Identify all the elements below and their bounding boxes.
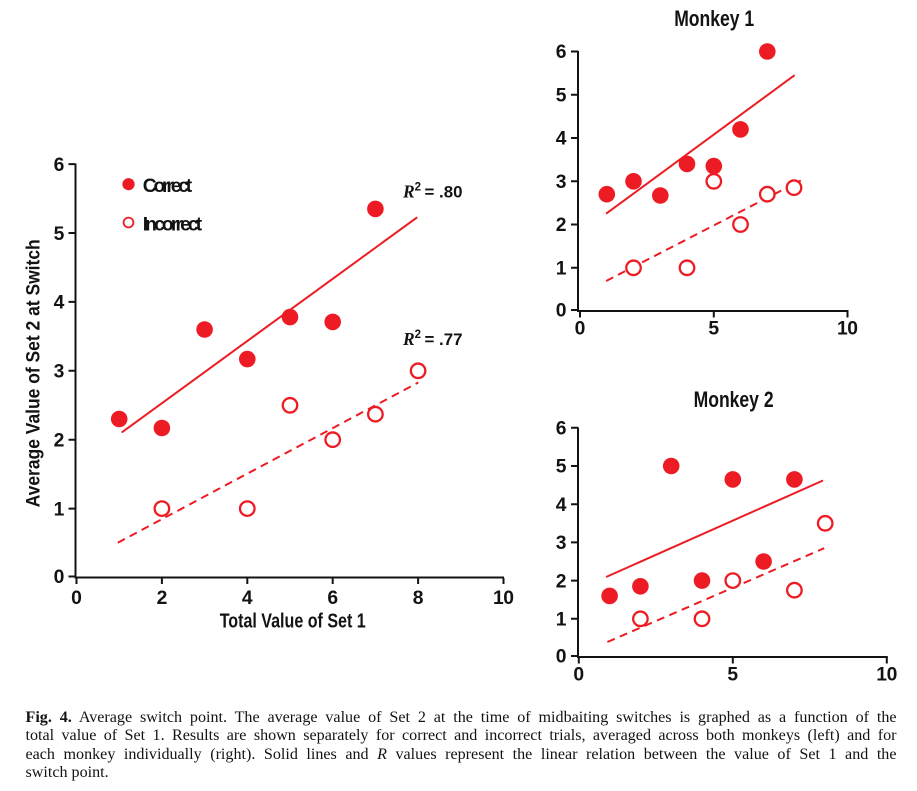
svg-text:10: 10 (493, 588, 514, 609)
svg-text:5: 5 (556, 457, 567, 478)
svg-text:1: 1 (556, 258, 567, 279)
svg-text:2: 2 (54, 431, 65, 452)
svg-text:Monkey 1: Monkey 1 (674, 6, 754, 31)
svg-text:6: 6 (54, 155, 65, 176)
svg-text:5: 5 (54, 224, 65, 245)
svg-text:R: R (402, 329, 415, 349)
svg-text:0: 0 (575, 319, 586, 340)
svg-text:R: R (402, 182, 415, 202)
svg-text:Total Value of Set 1: Total Value of Set 1 (220, 610, 366, 633)
svg-text:5: 5 (727, 665, 738, 686)
svg-text:2: 2 (556, 215, 567, 236)
svg-text:0: 0 (556, 301, 567, 322)
svg-text:1: 1 (556, 610, 567, 631)
svg-text:2: 2 (556, 571, 567, 592)
svg-text:3: 3 (556, 533, 567, 554)
svg-text:4: 4 (242, 588, 253, 609)
svg-text:4: 4 (54, 293, 65, 314)
svg-text:Incorrect: Incorrect (143, 214, 203, 235)
svg-text:6: 6 (327, 588, 338, 609)
svg-text:4: 4 (556, 129, 567, 150)
svg-text:0: 0 (556, 647, 567, 668)
svg-text:10: 10 (837, 319, 858, 340)
svg-text:6: 6 (556, 419, 567, 440)
svg-text:0: 0 (71, 588, 82, 609)
svg-text:8: 8 (413, 588, 424, 609)
svg-text:4: 4 (556, 495, 567, 516)
svg-text:0: 0 (573, 665, 584, 686)
svg-text:6: 6 (556, 42, 567, 63)
svg-text:Correct: Correct (143, 176, 193, 197)
svg-text:3: 3 (556, 172, 567, 193)
svg-text:Monkey 2: Monkey 2 (694, 387, 774, 412)
svg-text:0: 0 (54, 567, 65, 588)
svg-text:= .80: = .80 (425, 183, 463, 202)
svg-text:10: 10 (876, 665, 897, 686)
svg-text:2: 2 (415, 182, 421, 194)
svg-text:2: 2 (157, 588, 168, 609)
svg-text:= .77: = .77 (425, 330, 463, 349)
svg-text:5: 5 (708, 319, 719, 340)
svg-text:1: 1 (54, 499, 65, 520)
svg-text:5: 5 (556, 85, 567, 106)
svg-text:Average Value of Set 2 at Swit: Average Value of Set 2 at Switch (22, 239, 44, 507)
svg-text:3: 3 (54, 362, 65, 383)
svg-text:2: 2 (415, 329, 421, 341)
